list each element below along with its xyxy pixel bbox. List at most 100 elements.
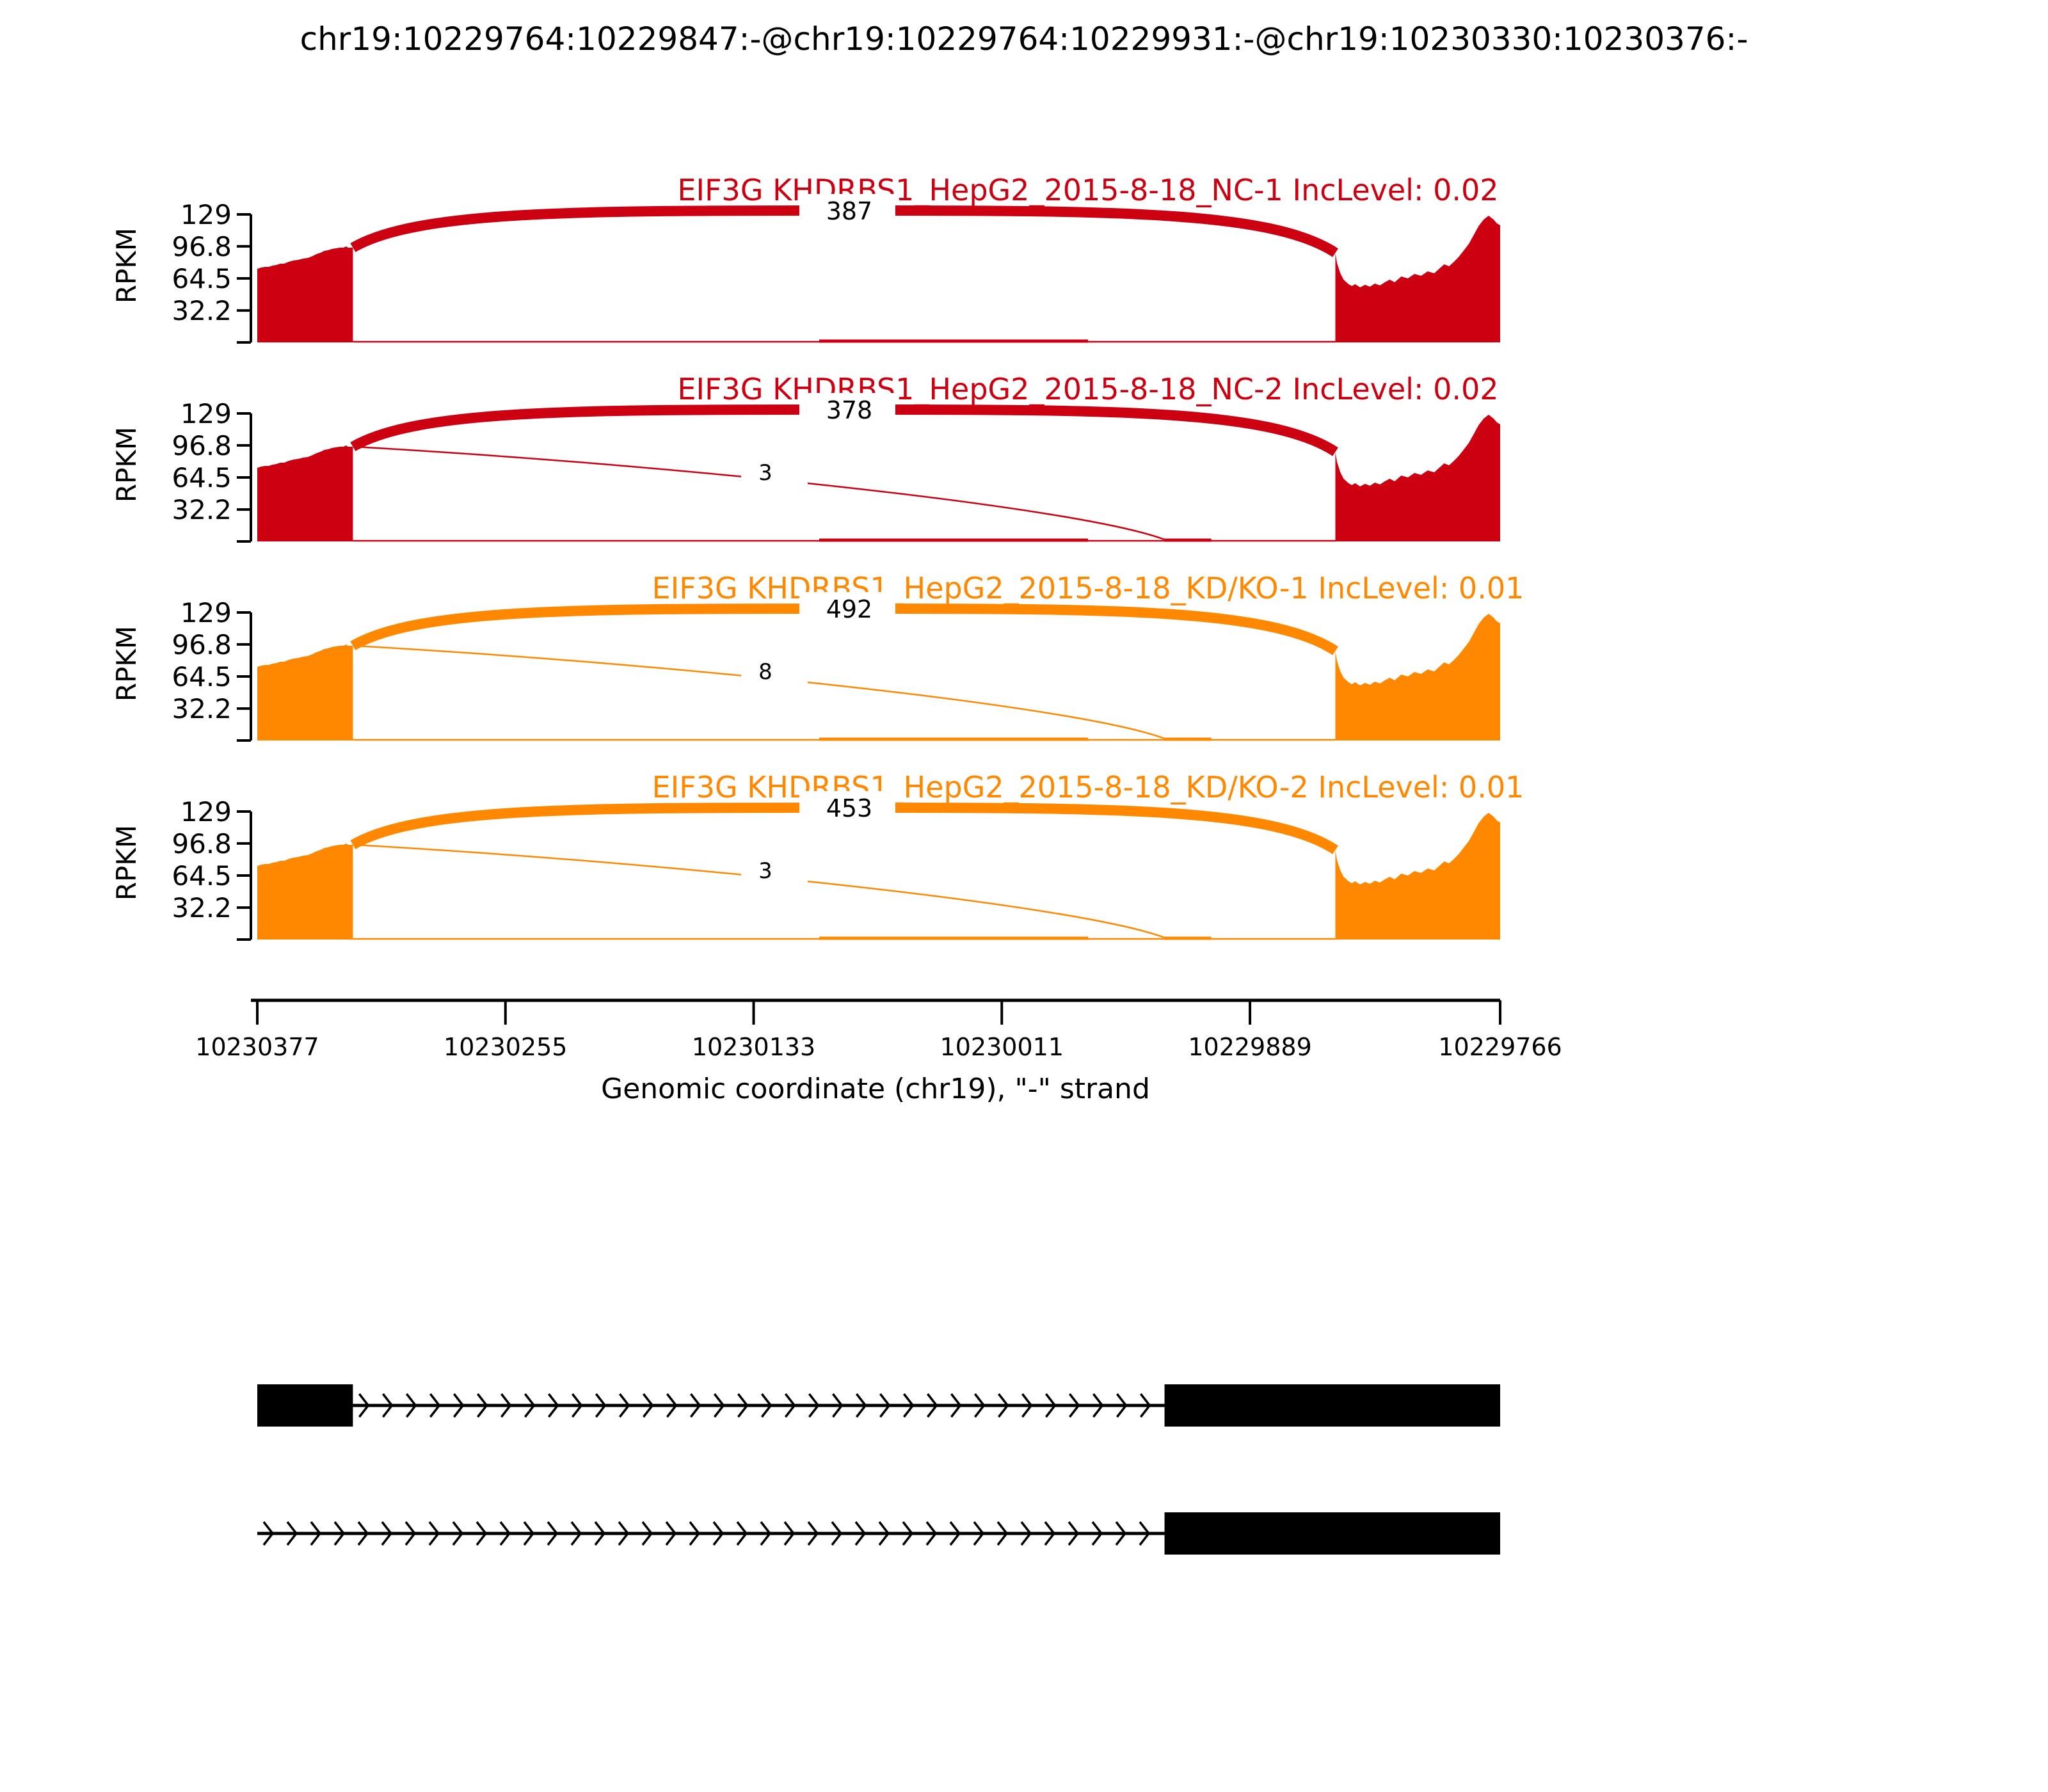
strand-arrow-icon [1115,1521,1127,1546]
strand-arrow-icon [1068,1521,1080,1546]
strand-arrow-icon [736,1521,748,1546]
strand-arrow-icon [572,1393,583,1418]
x-axis: 10230377 10230255 10230133 10230011 10229889… [195,998,1562,1061]
x-axis-title: Genomic coordinate (chr19), "-" strand [601,1073,1150,1105]
y-tick-label: 96.8 [172,828,232,860]
y-tick-label: 96.8 [172,430,232,461]
y-axis [237,412,252,543]
strand-arrow-icon [429,1393,441,1418]
strand-arrow-icon [595,1393,607,1418]
junction-read-count: 492 [826,595,873,623]
junction-read-count: 453 [826,794,873,822]
strand-arrow-icon [641,1521,653,1546]
x-tick-label: 10230377 [195,1033,319,1061]
strand-arrow-icon [807,1521,819,1546]
strand-arrow-icon [925,1521,938,1546]
coverage-tracks: EIF3G KHDRBS1_HepG2_2015-8-18_NC-1 IncLe… [111,173,1524,941]
coverage-downstream-exon [1335,813,1500,940]
y-tick-label: 96.8 [172,231,232,262]
y-tick-label: 64.5 [172,462,232,493]
strand-arrow-icon [547,1521,559,1546]
strand-arrow-icon [1021,1393,1033,1418]
strand-arrow-icon [333,1521,346,1546]
strand-arrow-icon [973,1393,986,1418]
strand-arrow-icon [926,1393,938,1418]
strand-arrow-icon [784,1393,796,1418]
strand-arrow-icon [760,1521,772,1546]
strand-arrow-icon [665,1521,677,1546]
coverage-downstream-exon [1335,614,1500,740]
coverage-downstream-exon [1335,415,1500,541]
gene-model-diagram [257,1384,1500,1555]
y-tick-label: 64.5 [172,860,232,892]
strand-arrow-icon [783,1521,796,1546]
strand-arrow-icon [357,1521,369,1546]
x-tick-label: 10230011 [940,1033,1064,1061]
strand-arrow-icon [499,1521,511,1546]
junction-label-gap [799,393,895,426]
strand-arrow-icon [404,1521,417,1546]
track-title: EIF3G KHDRBS1_HepG2_2015-8-18_KD/KO-1 In… [652,571,1524,605]
strand-arrow-icon [477,1393,488,1418]
strand-arrow-icon [854,1521,867,1546]
x-tick-label: 10230133 [692,1033,815,1061]
coverage-upstream-exon [257,445,353,541]
strand-arrow-icon [406,1393,417,1418]
strand-arrow-icon [1091,1521,1103,1546]
strand-arrow-icon [1020,1521,1032,1546]
x-tick-label: 10229889 [1188,1033,1311,1061]
junction-label-gap [799,194,895,227]
x-tick-label: 10230255 [444,1033,567,1061]
strand-arrow-icon [452,1521,464,1546]
strand-arrow-icon [619,1393,630,1418]
y-tick-label: 129 [180,398,232,429]
strand-arrow-icon [382,1393,394,1418]
junction-arc-inclusion [354,644,1165,740]
y-tick-label: 129 [180,796,232,828]
strand-arrow-icon [712,1521,724,1546]
strand-arrow-icon [689,1393,701,1418]
strand-arrow-icon [358,1393,370,1418]
junction-read-count: 3 [758,460,772,486]
y-axis [237,611,252,742]
junction-read-count: 387 [826,197,873,225]
strand-arrow-icon [381,1521,393,1546]
strand-arrow-icon [618,1521,630,1546]
strand-arrow-icon [949,1521,961,1546]
strand-arrow-icon [689,1521,701,1546]
junction-arc-inclusion [354,445,1165,541]
strand-arrow-icon [666,1393,678,1418]
coverage-upstream-exon [257,644,353,740]
strand-arrow-icon [713,1393,725,1418]
strand-arrow-icon [1116,1393,1128,1418]
coverage-upstream-exon [257,246,353,342]
strand-arrow-icon [428,1521,440,1546]
y-tick-label: 96.8 [172,629,232,660]
strand-arrow-icon [902,1393,915,1418]
y-tick-label: 32.2 [172,892,232,924]
transcript-model [257,1384,1500,1427]
strand-arrow-icon [950,1393,962,1418]
y-tick-label: 129 [180,199,232,230]
figure-title: chr19:10229764:10229847:-@chr19:10229764… [300,20,1748,58]
sashimi-track: EIF3G KHDRBS1_HepG2_2015-8-18_KD/KO-2 In… [111,770,1524,941]
strand-arrow-icon [1044,1393,1057,1418]
y-axis-title: RPKM [111,626,142,701]
strand-arrow-icon [831,1393,844,1418]
strand-arrow-icon [523,1521,535,1546]
junction-read-count: 3 [758,858,772,884]
y-tick-label: 32.2 [172,494,232,525]
exon-box [1164,1384,1500,1427]
y-tick-label: 32.2 [172,295,232,326]
strand-arrow-icon [594,1521,606,1546]
strand-arrow-icon [453,1393,465,1418]
sashimi-track: EIF3G KHDRBS1_HepG2_2015-8-18_NC-2 IncLe… [111,372,1500,543]
transcript-model [257,1512,1500,1555]
y-axis-title: RPKM [111,825,142,900]
y-axis-title: RPKM [111,228,142,303]
coverage-downstream-exon [1335,216,1500,342]
track-title: EIF3G KHDRBS1_HepG2_2015-8-18_KD/KO-2 In… [652,770,1524,804]
strand-arrow-icon [1044,1521,1056,1546]
strand-arrow-icon [524,1393,536,1418]
